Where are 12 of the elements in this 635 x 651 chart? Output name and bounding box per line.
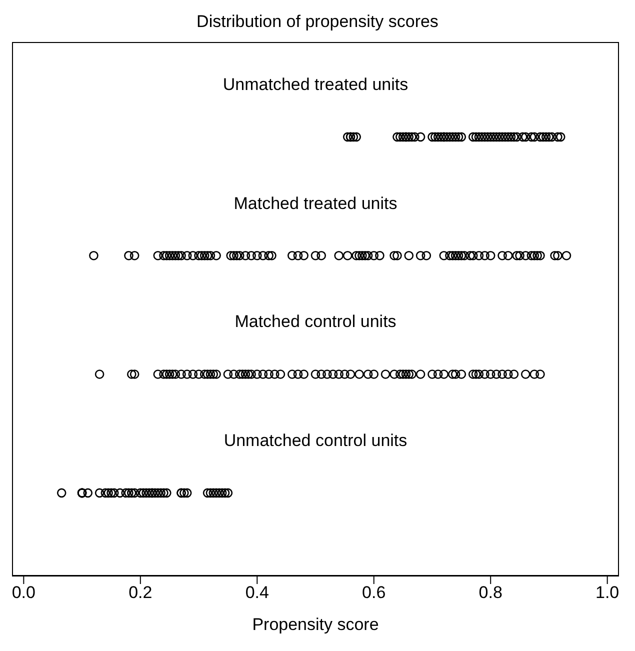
x-tick-label: 0.4: [245, 583, 269, 602]
chart-title: Distribution of propensity scores: [196, 12, 440, 32]
y-tick-label: Matched control units: [234, 312, 398, 332]
y-tick-label: Unmatched treated units: [222, 74, 410, 95]
x-tick-label: 1.0: [596, 583, 620, 602]
x-tick-label: 0.2: [128, 583, 152, 602]
y-tick-label: Unmatched control units: [222, 430, 408, 451]
x-axis-title: Propensity score: [252, 615, 379, 634]
y-tick-label: Matched treated units: [232, 194, 398, 214]
x-tick-label: 0.6: [362, 583, 386, 602]
x-tick-label: 0.0: [12, 583, 36, 602]
x-tick-label: 0.8: [478, 583, 502, 602]
